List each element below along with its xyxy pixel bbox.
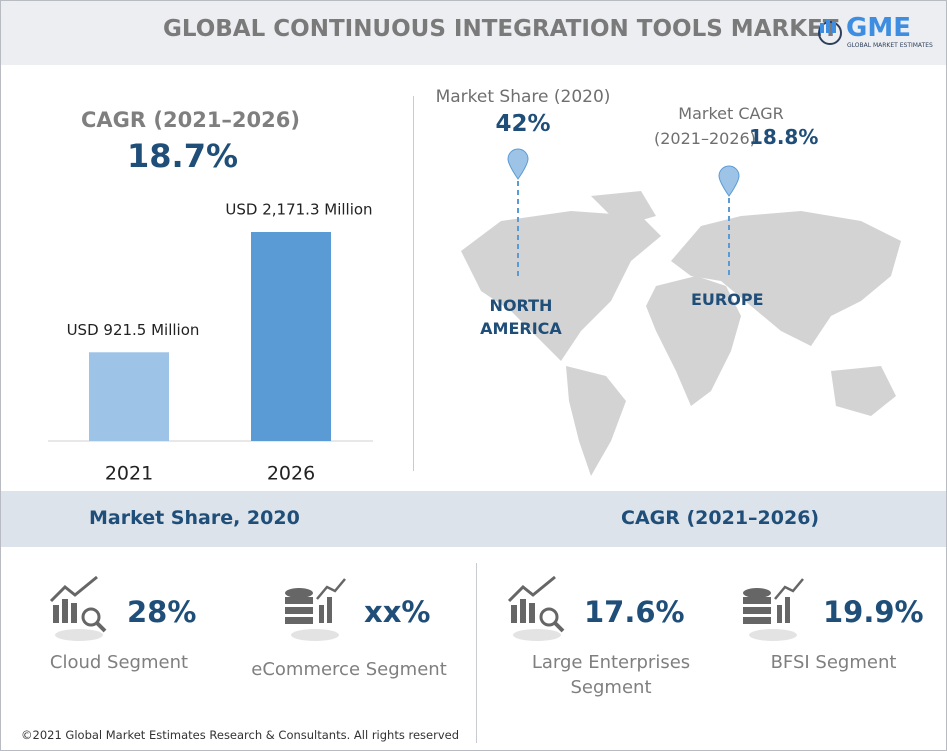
marker-value: 42%	[495, 111, 551, 137]
region-label: NORTH AMERICA	[480, 296, 562, 338]
x-tick-label: 2021	[105, 463, 153, 485]
logo: GME	[846, 13, 911, 43]
segment-value: 28%	[127, 595, 197, 629]
logo-subtitle: GLOBAL MARKET ESTIMATES	[847, 42, 933, 49]
segment-label: eCommerce Segment	[251, 659, 447, 680]
footer: ©2021 Global Market Estimates Research &…	[21, 728, 460, 742]
marker-label: (2021–2026)	[654, 129, 756, 148]
divider	[413, 96, 414, 471]
divider	[476, 563, 477, 743]
cagr-label: CAGR (2021–2026)	[81, 108, 300, 132]
value-label: USD 921.5 Million	[67, 321, 200, 339]
segment-label: BFSI Segment	[770, 652, 897, 673]
logo-icon	[818, 19, 842, 45]
marker-value: 18.8%	[749, 125, 819, 149]
x-tick-label: 2026	[267, 463, 315, 485]
segment-band	[1, 491, 946, 547]
bar	[251, 231, 331, 441]
segment-label: Large Enterprises Segment	[531, 652, 691, 698]
cagr-value: 18.7%	[127, 137, 239, 175]
region-label: EUROPE	[691, 290, 764, 309]
section-heading: Market Share, 2020	[89, 507, 300, 529]
marker-label: Market Share (2020)	[435, 87, 611, 107]
bar	[89, 352, 169, 441]
map-pins	[507, 148, 740, 278]
bar-chart: USD 921.5 Million 2021 USD 2,171.3 Million…	[48, 200, 373, 485]
segment-value: 17.6%	[584, 595, 685, 629]
title: GLOBAL CONTINUOUS INTEGRATION TOOLS MARK…	[163, 16, 839, 42]
segment-label: Cloud Segment	[49, 652, 189, 673]
value-label: USD 2,171.3 Million	[225, 200, 372, 218]
segment-value: 19.9%	[823, 595, 924, 629]
header-band	[1, 1, 946, 65]
marker-label: Market CAGR	[678, 104, 784, 123]
section-heading: CAGR (2021–2026)	[621, 507, 820, 529]
segment-value: xx%	[364, 595, 431, 629]
